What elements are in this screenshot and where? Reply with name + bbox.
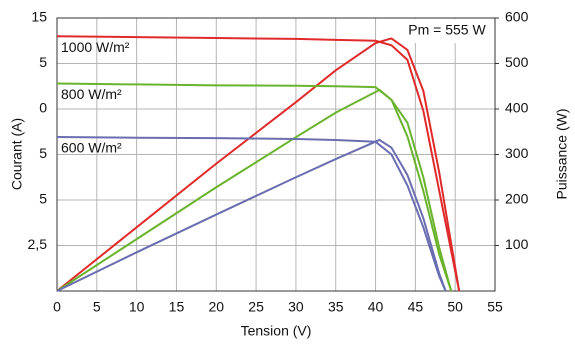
annotation-box bbox=[402, 19, 494, 43]
y-tick-label: 5 bbox=[39, 191, 47, 207]
y-tick-label: 0 bbox=[39, 100, 47, 116]
y2-tick-label: 300 bbox=[505, 145, 529, 161]
x-tick-label: 30 bbox=[288, 299, 304, 315]
x-tick-label: 20 bbox=[208, 299, 224, 315]
curve-label: 800 W/m² bbox=[61, 86, 122, 102]
curve bbox=[56, 138, 447, 292]
x-tick-label: 5 bbox=[93, 299, 101, 315]
curve bbox=[56, 35, 461, 292]
y-tick-label: 5 bbox=[39, 145, 47, 161]
x-tick-label: 35 bbox=[328, 299, 344, 315]
y-tick-label: 2,5 bbox=[28, 236, 48, 252]
y2-tick-label: 600 bbox=[505, 9, 529, 25]
y-tick-label: 5 bbox=[39, 54, 47, 70]
y-axis-title: Courant (A) bbox=[9, 118, 25, 190]
x-tick-label: 10 bbox=[129, 299, 145, 315]
y2-tick-label: 500 bbox=[505, 54, 529, 70]
curve bbox=[56, 82, 453, 292]
curve bbox=[56, 37, 461, 292]
curve-label: 1000 W/m² bbox=[61, 39, 130, 55]
curve bbox=[56, 136, 447, 292]
y2-tick-label: 200 bbox=[505, 191, 529, 207]
x-tick-label: 15 bbox=[169, 299, 185, 315]
x-tick-label: 45 bbox=[408, 299, 424, 315]
x-tick-label: 25 bbox=[248, 299, 264, 315]
x-tick-label: 50 bbox=[447, 299, 463, 315]
annotation: Pm = 555 W bbox=[408, 22, 486, 38]
x-tick-label: 40 bbox=[368, 299, 384, 315]
x-tick-label: 0 bbox=[53, 299, 61, 315]
y2-tick-label: 400 bbox=[505, 100, 529, 116]
y2-tick-label: 100 bbox=[505, 236, 529, 252]
x-axis-title: Tension (V) bbox=[241, 323, 312, 339]
y2-axis-title: Puissance (W) bbox=[554, 108, 570, 199]
curve bbox=[56, 88, 453, 292]
x-tick-label: 55 bbox=[487, 299, 503, 315]
plot-frame bbox=[56, 17, 496, 292]
curve-label: 600 W/m² bbox=[61, 140, 122, 156]
y-tick-label: 15 bbox=[31, 9, 47, 25]
